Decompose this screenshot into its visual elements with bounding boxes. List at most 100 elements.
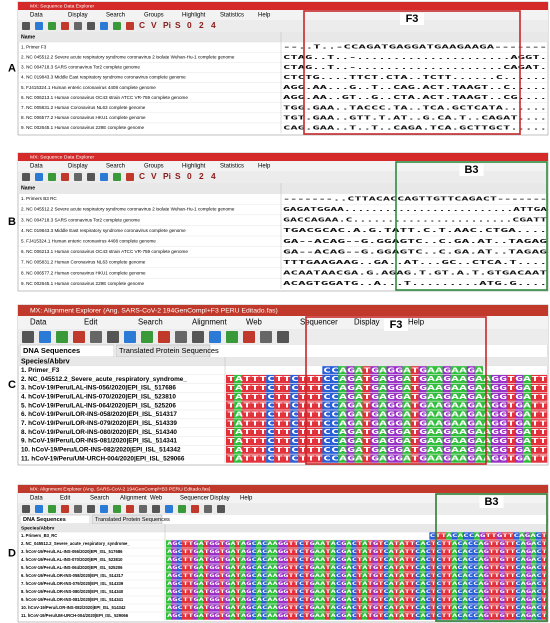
sequence-name[interactable]: 8. hCoV-19/Peru/LOR-INS-080/2020|EPI_ISL… <box>21 429 177 436</box>
menu-item[interactable]: Search <box>106 13 125 19</box>
menu-item[interactable]: Statistics <box>220 13 244 19</box>
toolbar-button[interactable]: V <box>151 20 157 30</box>
menu-item[interactable]: Help <box>258 164 271 170</box>
sequence-name[interactable]: 9. NC 002645.1 Human coronavirus 229E co… <box>21 125 145 130</box>
sequence-name[interactable]: 1. Primers B3 RC <box>21 196 57 201</box>
toolbar-icon[interactable] <box>107 331 119 343</box>
toolbar-button[interactable]: C <box>139 20 145 30</box>
sequence-name[interactable]: 4. hCoV-19/Peru/LAL-INS-070/2020|EPI_ISL… <box>21 557 123 562</box>
toolbar-icon[interactable] <box>175 331 187 343</box>
sequence-name[interactable]: 11. hCoV-19/Peru/UM-URCH-004/2020|EPI_IS… <box>21 613 129 618</box>
toolbar-icon[interactable] <box>48 173 56 181</box>
menu-item[interactable]: Data <box>30 496 43 502</box>
sequence-name[interactable]: 4. hCoV-19/Peru/LAL-INS-070/2020|EPI_ISL… <box>21 393 176 400</box>
sequence-name[interactable]: 4. NC 019843.3 Middle East respiratory s… <box>21 228 186 233</box>
toolbar-icon[interactable] <box>35 173 43 181</box>
toolbar-icon[interactable] <box>126 505 134 513</box>
menu-item[interactable]: Search <box>138 318 163 327</box>
sequence-name[interactable]: 2. NC_045512.2_Severe_acute_respiratory_… <box>21 376 187 383</box>
sequence-name[interactable]: 3. hCoV-19/Peru/LAL-INS-056/2020|EPI_ISL… <box>21 385 176 392</box>
sequence-name[interactable]: 7. hCoV-19/Peru/LOR-INS-079/2020|EPI_ISL… <box>21 420 177 427</box>
sequence-name[interactable]: 4. NC 019843.3 Middle East respiratory s… <box>21 75 186 80</box>
toolbar-button[interactable]: 0 <box>187 171 192 181</box>
toolbar-icon[interactable] <box>48 505 56 513</box>
toolbar-button[interactable]: 2 <box>199 171 204 181</box>
menu-item[interactable]: Help <box>408 318 425 327</box>
toolbar-icon[interactable] <box>141 331 153 343</box>
sequence-name[interactable]: 2. NC 045512.2 Severe acute respiratory … <box>21 207 235 212</box>
sequence-name[interactable]: 8. hCoV-19/Peru/LOR-INS-080/2020|EPI_ISL… <box>21 589 124 594</box>
sequence-name[interactable]: 7. NC 005831.2 Human Coronavirus NL63 co… <box>21 260 146 265</box>
toolbar-icon[interactable] <box>277 331 289 343</box>
menu-item[interactable]: Groups <box>144 13 164 19</box>
menu-item[interactable]: Sequencer <box>300 318 338 327</box>
toolbar-icon[interactable] <box>113 173 121 181</box>
toolbar-icon[interactable] <box>152 505 160 513</box>
toolbar-icon[interactable] <box>22 173 30 181</box>
toolbar-icon[interactable] <box>48 22 56 30</box>
toolbar-icon[interactable] <box>22 505 30 513</box>
toolbar-button[interactable]: 2 <box>199 20 204 30</box>
sequence-name[interactable]: 11. hCoV-19/Peru/UM-URCH-004/2020|EPI_IS… <box>21 455 185 462</box>
menu-item[interactable]: Display <box>210 496 230 502</box>
toolbar-icon[interactable] <box>74 173 82 181</box>
sequence-name[interactable]: 1. Primer F3 <box>21 44 47 49</box>
toolbar-button[interactable]: Pi <box>163 20 171 30</box>
toolbar-button[interactable]: 4 <box>211 171 216 181</box>
sequence-name[interactable]: 9. hCoV-19/Peru/LOR-INS-081/2020|EPI_ISL… <box>21 438 177 445</box>
menu-item[interactable]: Alignment <box>120 496 147 502</box>
sequence-name[interactable]: 10. hCoV-19/Peru/LOR-INS-082/2020|EPI_IS… <box>21 605 126 610</box>
menu-item[interactable]: Display <box>68 13 88 19</box>
toolbar-button[interactable]: 0 <box>187 20 192 30</box>
toolbar-icon[interactable] <box>74 505 82 513</box>
menu-item[interactable]: Data <box>30 164 43 170</box>
toolbar-icon[interactable] <box>35 22 43 30</box>
menu-item[interactable]: Edit <box>84 318 98 327</box>
menu-item[interactable]: Sequencer <box>180 496 209 502</box>
toolbar-button[interactable]: Pi <box>163 171 171 181</box>
toolbar-icon[interactable] <box>192 331 204 343</box>
sequence-name[interactable]: 10. hCoV-19/Peru/LOR-INS-082/2020|EPI_IS… <box>21 446 181 453</box>
toolbar-button[interactable]: S <box>175 171 181 181</box>
toolbar-icon[interactable] <box>124 331 136 343</box>
sequence-name[interactable]: 6. NC 006213.1 Human coronavirus OC43 st… <box>21 249 188 254</box>
toolbar-icon[interactable] <box>158 331 170 343</box>
sequence-name[interactable]: 5. FJ415324.1 Human enteric coronavirus … <box>21 239 156 244</box>
toolbar-icon[interactable] <box>61 22 69 30</box>
menu-item[interactable]: Help <box>258 13 271 19</box>
sequence-name[interactable]: 8. NC 006577.2 Human coronavirus HKU1 co… <box>21 115 146 120</box>
sequence-name[interactable]: 1. Primers_B3_RC <box>21 533 57 538</box>
toolbar-icon[interactable] <box>39 331 51 343</box>
sequence-name[interactable]: 8. NC 006577.2 Human coronavirus HKU1 co… <box>21 270 146 275</box>
toolbar-icon[interactable] <box>113 505 121 513</box>
menu-item[interactable]: Help <box>240 496 253 502</box>
toolbar-icon[interactable] <box>126 22 134 30</box>
sequence-name[interactable]: 2. NC_045512.2_Severe_acute_respiratory_… <box>21 541 130 546</box>
toolbar-icon[interactable] <box>100 173 108 181</box>
toolbar-icon[interactable] <box>56 331 68 343</box>
toolbar-icon[interactable] <box>61 505 69 513</box>
sequence-name[interactable]: 5. hCoV-19/Peru/LAL-INS-064/2020|EPI_ISL… <box>21 565 123 570</box>
toolbar-button[interactable]: S <box>175 20 181 30</box>
sequence-name[interactable]: 7. NC 005831.2 Human Coronavirus NL63 co… <box>21 105 146 110</box>
sequence-name[interactable]: 6. NC 006213.1 Human coronavirus OC43 st… <box>21 95 188 100</box>
toolbar-icon[interactable] <box>87 173 95 181</box>
toolbar-icon[interactable] <box>87 505 95 513</box>
sequence-name[interactable]: 1. Primer_F3 <box>21 367 60 374</box>
toolbar-icon[interactable] <box>243 331 255 343</box>
toolbar-icon[interactable] <box>87 22 95 30</box>
toolbar-icon[interactable] <box>74 22 82 30</box>
menu-item[interactable]: Display <box>354 318 380 327</box>
sequence-name[interactable]: 9. hCoV-19/Peru/LOR-INS-081/2020|EPI_ISL… <box>21 597 124 602</box>
menu-item[interactable]: Search <box>90 496 109 502</box>
toolbar-icon[interactable] <box>61 173 69 181</box>
menu-item[interactable]: Web <box>150 496 163 502</box>
menu-item[interactable]: Display <box>68 164 88 170</box>
menu-item[interactable]: Alignment <box>192 318 228 327</box>
sequence-name[interactable]: 2. NC 045512.2 Severe acute respiratory … <box>21 54 235 59</box>
toolbar-icon[interactable] <box>178 505 186 513</box>
sequence-name[interactable]: 3. hCoV-19/Peru/LAL-INS-056/2020|EPI_ISL… <box>21 549 123 554</box>
toolbar-button[interactable]: 4 <box>211 20 216 30</box>
toolbar-icon[interactable] <box>209 331 221 343</box>
sequence-name[interactable]: 7. hCoV-19/Peru/LOR-INS-079/2020|EPI_ISL… <box>21 581 124 586</box>
